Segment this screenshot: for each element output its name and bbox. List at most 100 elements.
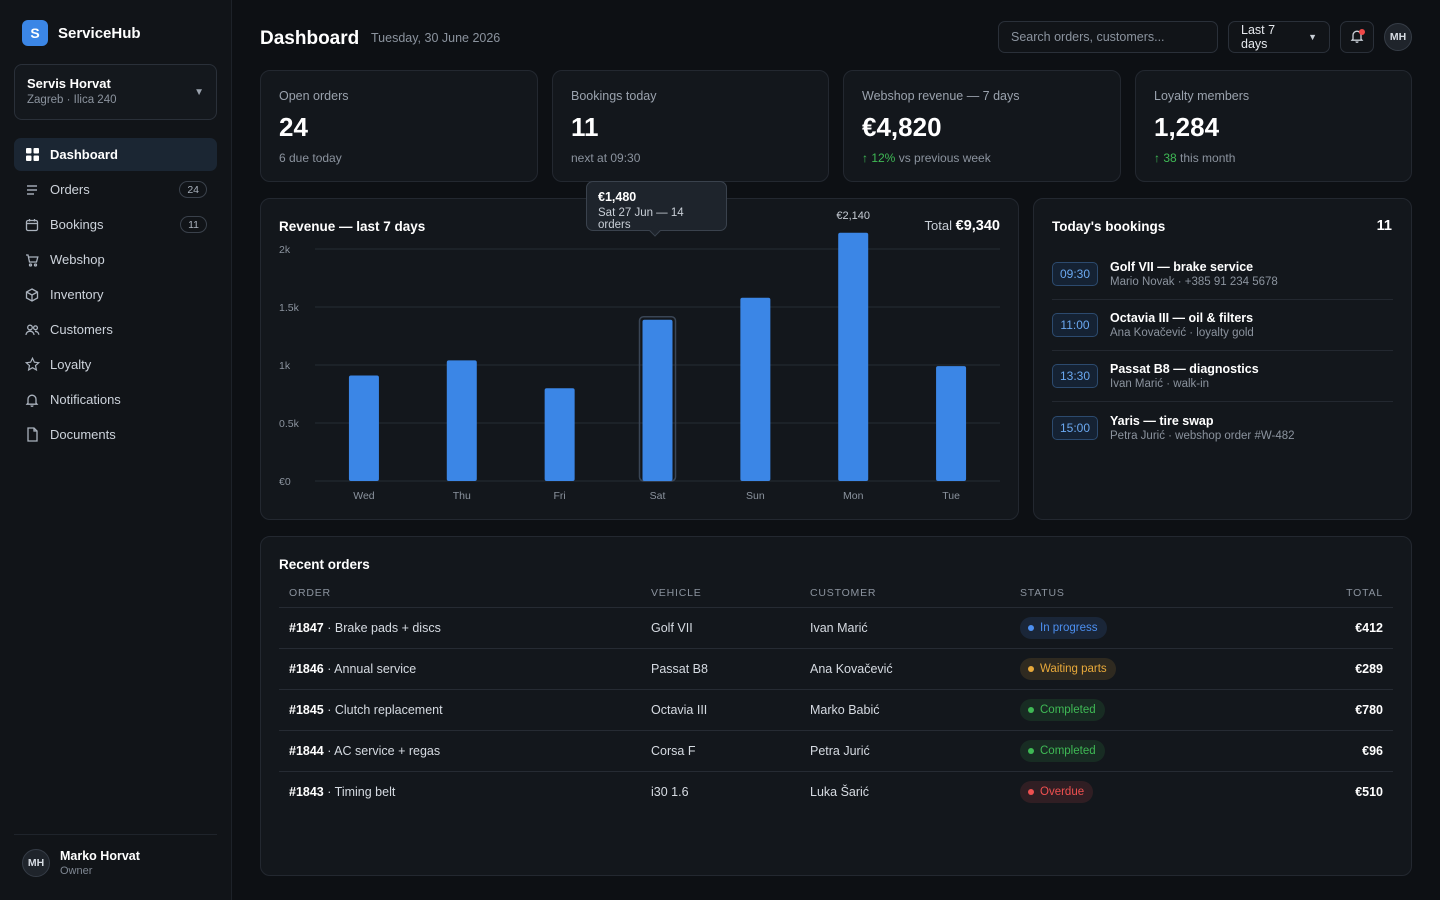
stat-sub: ↑ 38 this month <box>1154 151 1393 165</box>
workspace-switcher[interactable]: Servis Horvat Zagreb · Ilica 240 ▼ <box>14 64 217 120</box>
vehicle-cell: Golf VII <box>641 607 800 649</box>
sidebar-item-label: Notifications <box>50 392 121 407</box>
bar <box>348 375 379 481</box>
status-badge: Overdue <box>1020 780 1094 803</box>
column-header-total[interactable]: TOTAL <box>1260 579 1393 608</box>
stat-label: Bookings today <box>571 89 657 103</box>
booking-title: Golf VII — brake service <box>1110 260 1254 274</box>
column-header-vehicle[interactable]: VEHICLE <box>641 579 800 608</box>
stat-card-open-orders[interactable]: Open orders 24 6 due today <box>260 70 538 182</box>
booking-sub: Ivan Marić · walk-in <box>1110 378 1210 390</box>
bar <box>838 232 869 481</box>
orders-table-body: #1847 · Brake pads + discs Golf VII Ivan M… <box>279 607 1393 812</box>
sidebar-item-label: Inventory <box>50 287 104 302</box>
table-row[interactable]: #1847 · Brake pads + discs Golf VII Ivan M… <box>279 607 1393 649</box>
customer-cell: Marko Babić <box>800 689 1010 731</box>
sidebar-item-customers[interactable]: Customers <box>14 313 217 346</box>
chevron-down-icon: ▼ <box>1308 32 1317 42</box>
y-tick-label: 2k <box>279 244 291 256</box>
sidebar-item-orders[interactable]: Orders 24 <box>14 173 217 206</box>
orders-title: Recent orders <box>279 557 370 572</box>
list-item[interactable]: 13:30 Passat B8 — diagnostics Ivan Marić… <box>1052 351 1393 402</box>
bookings-count: 11 <box>1376 218 1392 234</box>
x-tick-label: Fri <box>554 490 566 502</box>
stat-sub-text: this month <box>1176 151 1236 165</box>
count-badge: 11 <box>180 216 207 233</box>
list-icon <box>24 182 40 198</box>
stat-card-bookings-today[interactable]: Bookings today 11 next at 09:30 <box>552 70 829 182</box>
chart-total-label: Total <box>924 218 953 233</box>
x-tick-label: Sun <box>746 490 765 502</box>
booking-sub: Petra Jurić · webshop order #W-482 <box>1110 429 1295 442</box>
column-header-status[interactable]: STATUS <box>1010 579 1260 608</box>
tooltip-detail: Sat 27 Jun — 14 orders <box>598 207 684 231</box>
table-row[interactable]: #1845 · Clutch replacement Octavia III Mar… <box>279 689 1393 731</box>
booking-time: 09:30 <box>1052 262 1098 286</box>
status-dot <box>1028 624 1034 631</box>
vehicle-cell: i30 1.6 <box>651 784 689 799</box>
total-cell: €412 <box>1260 607 1393 649</box>
box-icon <box>24 287 40 303</box>
table-row[interactable]: #1843 · Timing belt i30 1.6 Luka Šarić Over… <box>279 771 1393 812</box>
chart-total: Total €9,340 <box>925 218 1000 234</box>
table-row[interactable]: #1844 · AC service + regas Corsa F Petra J… <box>279 730 1393 772</box>
vehicle-cell: Passat B8 <box>641 648 800 690</box>
bar <box>642 319 673 481</box>
bell-icon <box>24 392 40 408</box>
workspace-name: Servis Horvat <box>27 76 111 91</box>
customer-cell: Petra Jurić <box>800 730 1010 772</box>
x-tick-label: Sat <box>650 490 666 502</box>
sidebar-item-dashboard[interactable]: Dashboard <box>14 138 217 171</box>
vehicle-cell: Corsa F <box>641 730 800 772</box>
sidebar-item-inventory[interactable]: Inventory <box>14 278 217 311</box>
table-row[interactable]: #1846 · Annual service Passat B8 Ana Kovač… <box>279 648 1393 690</box>
status-cell: In progress <box>1010 607 1260 649</box>
header-avatar[interactable]: MH <box>1384 23 1412 51</box>
x-tick-label: Thu <box>453 490 471 502</box>
column-header-order[interactable]: ORDER <box>279 579 641 608</box>
sidebar-item-loyalty[interactable]: Loyalty <box>14 348 217 381</box>
search-input[interactable] <box>998 21 1218 53</box>
trend-up: ↑ 38 <box>1154 151 1177 165</box>
bookings-title: Today's bookings <box>1052 219 1166 234</box>
customer-cell: Luka Šarić <box>810 784 870 799</box>
booking-sub: Mario Novak · +385 91 234 5678 <box>1110 276 1278 288</box>
status-cell: Completed <box>1010 689 1260 731</box>
total-cell: €289 <box>1260 648 1393 690</box>
sidebar-item-documents[interactable]: Documents <box>14 418 217 451</box>
status-dot <box>1028 788 1034 795</box>
stat-card-webshop-revenue[interactable]: Webshop revenue — 7 days €4,820 ↑ 12% vs… <box>843 70 1121 182</box>
order-cell: #1843 · Timing belt <box>279 771 641 812</box>
date-range-value: Last 7 days <box>1241 23 1276 51</box>
brand[interactable]: S ServiceHub <box>22 20 141 46</box>
order-cell: #1844 · AC service + regas <box>279 730 641 772</box>
cart-icon <box>24 252 40 268</box>
list-item[interactable]: 09:30 Golf VII — brake service Mario Nov… <box>1052 249 1393 300</box>
date-range-select[interactable]: Last 7 days ▼ <box>1228 21 1330 53</box>
booking-title: Octavia III — oil & filters <box>1110 311 1254 325</box>
grid-icon <box>24 147 40 163</box>
stat-sub: 6 due today <box>279 151 342 165</box>
sidebar-item-notifications[interactable]: Notifications <box>14 383 217 416</box>
stat-value: 11 <box>571 112 599 142</box>
column-header-customer[interactable]: CUSTOMER <box>800 579 1010 608</box>
stat-value: 1,284 <box>1154 112 1220 142</box>
sidebar-item-webshop[interactable]: Webshop <box>14 243 217 276</box>
page-title: Dashboard <box>260 28 360 49</box>
total-cell: €780 <box>1260 689 1393 731</box>
bar <box>446 360 477 481</box>
order-number: #1845 <box>289 702 324 717</box>
sidebar-item-label: Bookings <box>50 217 104 232</box>
notifications-button[interactable] <box>1340 21 1374 53</box>
status-badge: Waiting parts <box>1020 657 1116 680</box>
vehicle-cell: Octavia III <box>641 689 800 731</box>
order-cell: #1846 · Annual service <box>279 648 641 690</box>
sidebar-item-bookings[interactable]: Bookings 11 <box>14 208 217 241</box>
recent-orders-card: Recent orders ORDER VEHICLE CUSTOMER STA… <box>260 536 1412 876</box>
list-item[interactable]: 15:00 Yaris — tire swap Petra Jurić · we… <box>1052 402 1393 453</box>
total-cell: €510 <box>1355 784 1383 799</box>
bar <box>740 297 771 481</box>
user-profile[interactable]: MH Marko Horvat Owner <box>14 834 217 877</box>
stat-card-loyalty-members[interactable]: Loyalty members 1,284 ↑ 38 this month <box>1135 70 1412 182</box>
list-item[interactable]: 11:00 Octavia III — oil & filters Ana Ko… <box>1052 300 1393 351</box>
